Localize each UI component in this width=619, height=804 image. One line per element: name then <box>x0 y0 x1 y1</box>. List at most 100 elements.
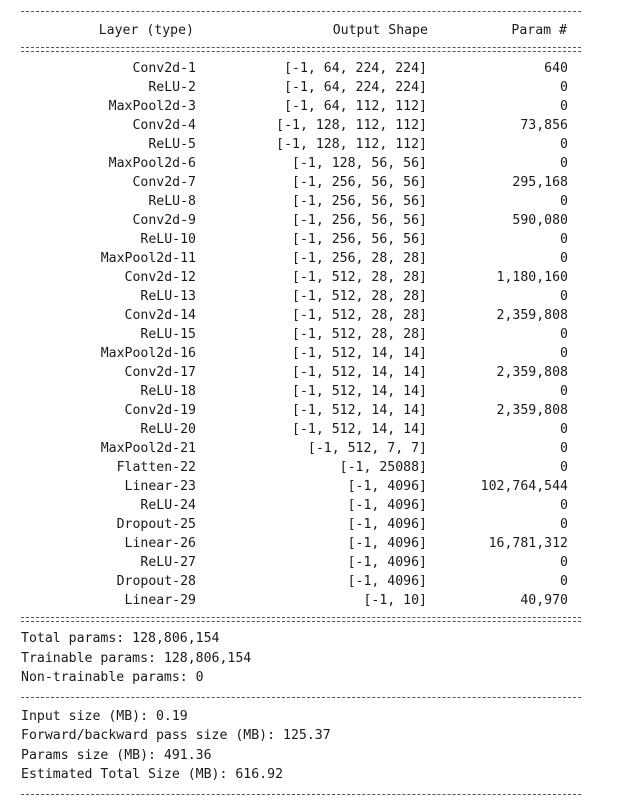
layer-output-shape: [-1, 256, 28, 28] <box>292 251 427 266</box>
layer-param-count: 0 <box>560 80 568 95</box>
layer-param-count: 0 <box>560 517 568 532</box>
table-row: ReLU-10 [-1, 256, 56, 56] 0 <box>21 230 581 249</box>
table-row: ReLU-8 [-1, 256, 56, 56] 0 <box>21 192 581 211</box>
layer-param-count: 0 <box>560 99 568 114</box>
layer-output-shape: [-1, 10] <box>363 593 427 608</box>
layer-output-shape: [-1, 64, 112, 112] <box>284 99 427 114</box>
table-row: ReLU-15 [-1, 512, 28, 28] 0 <box>21 325 581 344</box>
layer-param-count: 2,359,808 <box>496 365 568 380</box>
layer-param-count: 0 <box>560 194 568 209</box>
layer-param-count: 2,359,808 <box>496 403 568 418</box>
layer-param-count: 0 <box>560 555 568 570</box>
layer-output-shape: [-1, 4096] <box>347 536 427 551</box>
layer-name: ReLU-24 <box>140 498 196 513</box>
layer-param-count: 0 <box>560 232 568 247</box>
layer-output-shape: [-1, 512, 28, 28] <box>292 308 427 323</box>
layer-name: ReLU-5 <box>148 137 196 152</box>
layer-param-count: 0 <box>560 574 568 589</box>
layer-output-shape: [-1, 64, 224, 224] <box>284 61 427 76</box>
model-summary: Layer (type) Output Shape Param # Conv2d… <box>21 2 581 804</box>
trainable-params: Trainable params: 128,806,154 <box>21 650 252 666</box>
layer-output-shape: [-1, 512, 28, 28] <box>292 270 427 285</box>
table-row: Conv2d-14 [-1, 512, 28, 28] 2,359,808 <box>21 306 581 325</box>
layer-output-shape: [-1, 128, 112, 112] <box>276 137 427 152</box>
layer-name: Conv2d-14 <box>124 308 196 323</box>
layer-name: Conv2d-7 <box>132 175 196 190</box>
layer-output-shape: [-1, 256, 56, 56] <box>292 213 427 228</box>
layer-param-count: 1,180,160 <box>496 270 568 285</box>
header-divider <box>21 40 581 59</box>
layer-name: MaxPool2d-3 <box>108 99 196 114</box>
layer-output-shape: [-1, 256, 56, 56] <box>292 175 427 190</box>
table-row: Flatten-22 [-1, 25088] 0 <box>21 458 581 477</box>
non-trainable-params: Non-trainable params: 0 <box>21 670 204 685</box>
layer-output-shape: [-1, 512, 7, 7] <box>307 441 427 456</box>
layer-name: Flatten-22 <box>116 460 196 475</box>
table-row: Linear-23 [-1, 4096] 102,764,544 <box>21 477 581 496</box>
table-row: Conv2d-17 [-1, 512, 14, 14] 2,359,808 <box>21 363 581 382</box>
layer-output-shape: [-1, 4096] <box>347 498 427 513</box>
layer-name: Conv2d-1 <box>132 61 196 76</box>
layer-output-shape: [-1, 512, 14, 14] <box>292 403 427 418</box>
table-row: MaxPool2d-21 [-1, 512, 7, 7] 0 <box>21 439 581 458</box>
table-row: ReLU-13 [-1, 512, 28, 28] 0 <box>21 287 581 306</box>
layer-name: MaxPool2d-6 <box>108 156 196 171</box>
table-row: ReLU-27 [-1, 4096] 0 <box>21 553 581 572</box>
layer-name: ReLU-8 <box>148 194 196 209</box>
layer-name: ReLU-10 <box>140 232 196 247</box>
layer-name: Dropout-25 <box>116 517 196 532</box>
layer-table: Conv2d-1 [-1, 64, 224, 224] 640 ReLU-2 [-1, … <box>21 59 581 610</box>
param-count-header: Param # <box>511 23 567 38</box>
table-row: Conv2d-1 [-1, 64, 224, 224] 640 <box>21 59 581 78</box>
layer-name: Conv2d-19 <box>124 403 196 418</box>
table-bottom-divider <box>21 610 581 629</box>
table-row: MaxPool2d-3 [-1, 64, 112, 112] 0 <box>21 97 581 116</box>
layer-output-shape: [-1, 128, 112, 112] <box>276 118 427 133</box>
table-row: Dropout-28 [-1, 4096] 0 <box>21 572 581 591</box>
layer-param-count: 102,764,544 <box>480 479 568 494</box>
table-row: MaxPool2d-16 [-1, 512, 14, 14] 0 <box>21 344 581 363</box>
layer-param-count: 590,080 <box>512 213 568 228</box>
layer-output-shape: [-1, 128, 56, 56] <box>292 156 427 171</box>
input-size: Input size (MB): 0.19 <box>21 708 188 724</box>
table-row: Conv2d-7 [-1, 256, 56, 56] 295,168 <box>21 173 581 192</box>
layer-name: Conv2d-17 <box>124 365 196 380</box>
layer-name: MaxPool2d-11 <box>100 251 196 266</box>
layer-name: Linear-23 <box>124 479 196 494</box>
layer-output-shape: [-1, 512, 14, 14] <box>292 346 427 361</box>
layer-output-shape: [-1, 512, 14, 14] <box>292 422 427 437</box>
layer-name: Linear-26 <box>124 536 196 551</box>
layer-param-count: 0 <box>560 327 568 342</box>
top-divider <box>21 2 581 21</box>
layer-output-shape: [-1, 512, 14, 14] <box>292 384 427 399</box>
layer-param-count: 0 <box>560 422 568 437</box>
params-divider <box>21 688 581 707</box>
layer-name: Dropout-28 <box>116 574 196 589</box>
table-row: ReLU-20 [-1, 512, 14, 14] 0 <box>21 420 581 439</box>
layer-param-count: 295,168 <box>512 175 568 190</box>
layer-name: MaxPool2d-16 <box>100 346 196 361</box>
layer-type-header: Layer (type) <box>98 23 194 38</box>
layer-output-shape: [-1, 512, 28, 28] <box>292 289 427 304</box>
params-size: Params size (MB): 491.36 <box>21 747 212 763</box>
table-row: Dropout-25 [-1, 4096] 0 <box>21 515 581 534</box>
layer-param-count: 0 <box>560 251 568 266</box>
layer-output-shape: [-1, 4096] <box>347 574 427 589</box>
layer-name: MaxPool2d-21 <box>100 441 196 456</box>
table-row: Conv2d-19 [-1, 512, 14, 14] 2,359,808 <box>21 401 581 420</box>
layer-param-count: 73,856 <box>520 118 568 133</box>
layer-name: ReLU-15 <box>140 327 196 342</box>
table-row: Conv2d-9 [-1, 256, 56, 56] 590,080 <box>21 211 581 230</box>
layer-name: Linear-29 <box>124 593 196 608</box>
table-row: MaxPool2d-6 [-1, 128, 56, 56] 0 <box>21 154 581 173</box>
forward-backward-size: Forward/backward pass size (MB): 125.37 <box>21 728 331 743</box>
layer-output-shape: [-1, 512, 14, 14] <box>292 365 427 380</box>
table-row: ReLU-18 [-1, 512, 14, 14] 0 <box>21 382 581 401</box>
layer-output-shape: [-1, 256, 56, 56] <box>292 194 427 209</box>
layer-output-shape: [-1, 256, 56, 56] <box>292 232 427 247</box>
layer-param-count: 0 <box>560 498 568 513</box>
layer-param-count: 640 <box>544 61 568 76</box>
layer-name: ReLU-13 <box>140 289 196 304</box>
layer-name: ReLU-20 <box>140 422 196 437</box>
layer-param-count: 2,359,808 <box>496 308 568 323</box>
